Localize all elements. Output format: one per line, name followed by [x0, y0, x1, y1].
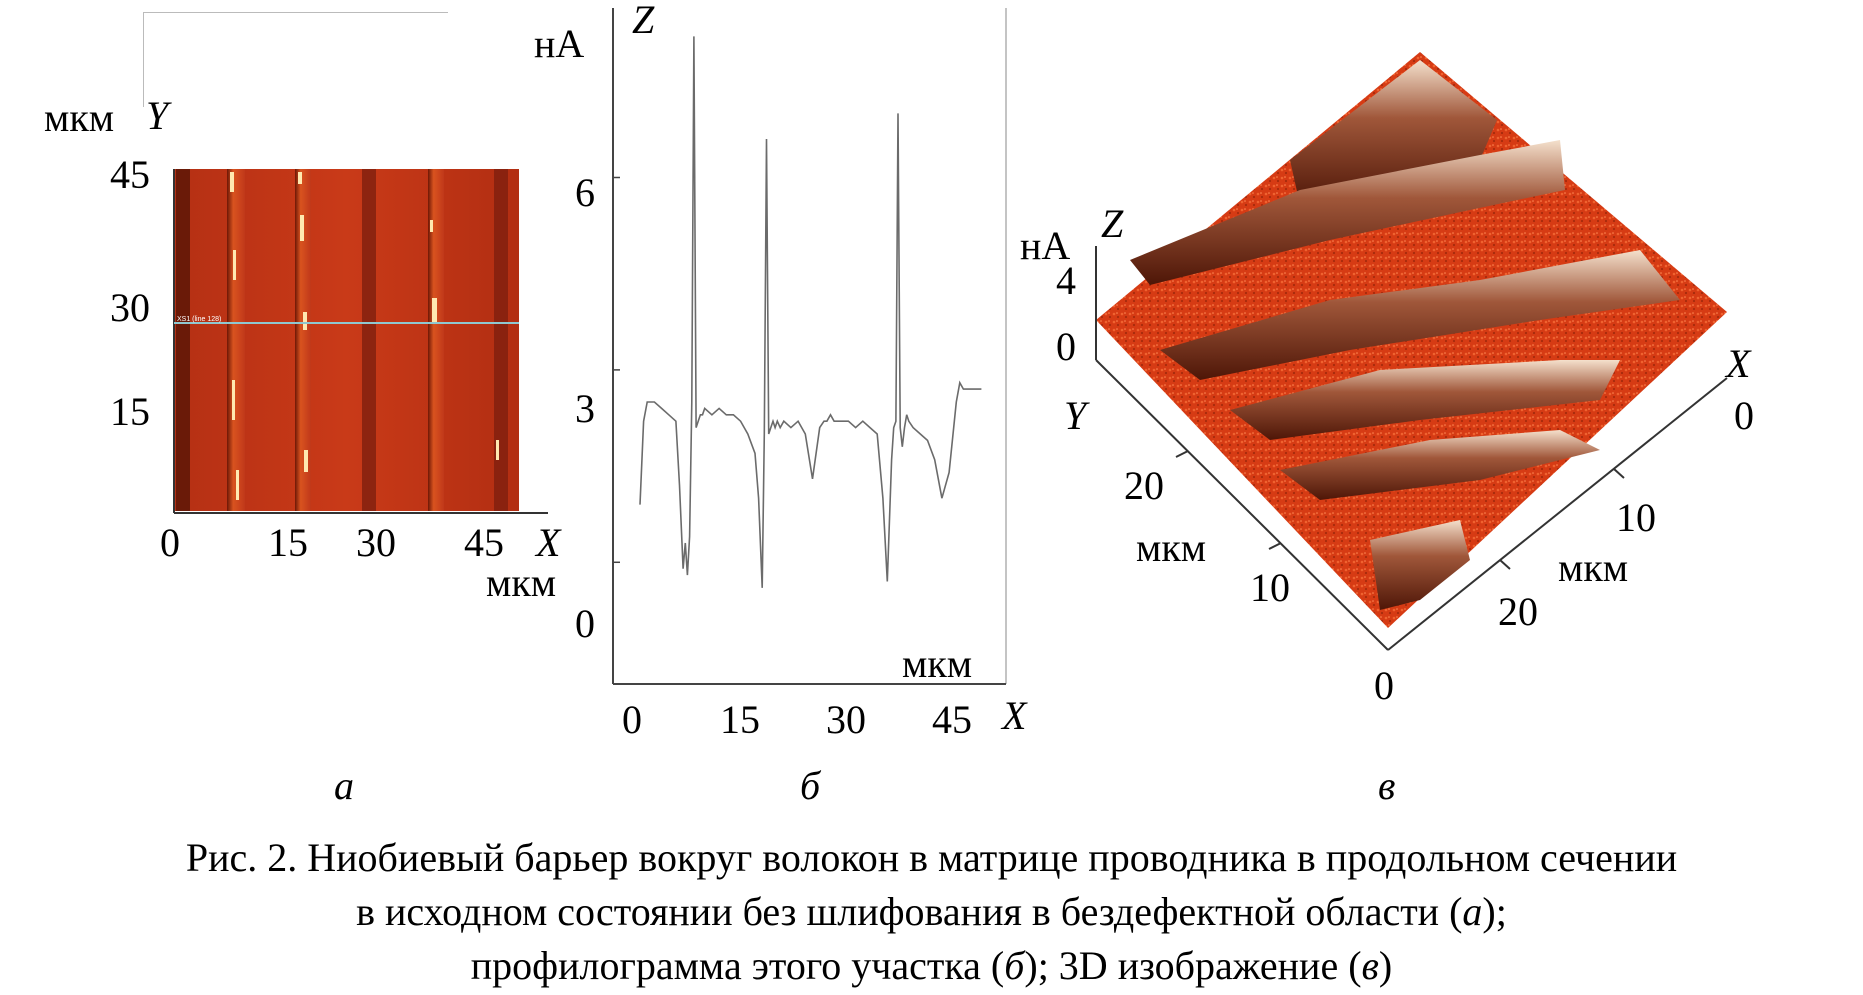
surface-ridges — [1130, 60, 1680, 610]
panel-c-y-tick: 10 — [1250, 565, 1290, 610]
panel-b-y-tick: 0 — [575, 601, 595, 646]
panel-c-z-axis-label: Z — [1101, 201, 1124, 246]
ridge — [1290, 60, 1497, 205]
ridge — [1370, 520, 1470, 610]
panel-a-label: а — [334, 763, 354, 808]
fiber-boundary — [428, 169, 444, 511]
panel-c-z-unit: нА — [1020, 223, 1071, 268]
panel-c-y-tick: 20 — [1124, 463, 1164, 508]
panel-c-z-tick: 4 — [1056, 258, 1076, 303]
ridge — [1230, 360, 1620, 440]
fiber-boundary — [295, 169, 311, 511]
panel-a-y-tick: 45 — [110, 152, 150, 197]
panel-a-y-tick: 15 — [110, 389, 150, 434]
ridge — [1130, 140, 1565, 285]
caption-line-2: в исходном состоянии без шлифования в бе… — [0, 892, 1863, 932]
caption-ref-c: в — [1361, 943, 1379, 988]
panel-a-x-tick: 0 — [160, 520, 180, 565]
fiber-boundary — [176, 169, 190, 511]
fiber-boundary — [362, 169, 376, 511]
panel-c-x-tick: 10 — [1616, 495, 1656, 540]
panel-c-y-tick: 0 — [1374, 663, 1394, 708]
panel-a-y-tick: 30 — [110, 285, 150, 330]
caption-line-3-end: ) — [1378, 943, 1393, 988]
panel-c-x-tick: 20 — [1498, 589, 1538, 634]
panel-a-x-tick: 15 — [268, 520, 308, 565]
axis-y — [1095, 359, 1389, 651]
panel-b-x-unit: мкм — [902, 641, 973, 686]
panel-a-y-axis-label: Y — [146, 93, 169, 138]
panel-b-x-tick: 0 — [622, 697, 642, 742]
caption-ref-a: а — [1462, 889, 1483, 934]
panel-b-y-axis-label: Z — [632, 0, 655, 42]
panel-c-y-unit: мкм — [1136, 525, 1207, 570]
panel-c-x-tick: 0 — [1734, 393, 1754, 438]
panel-b-y-unit: нА — [534, 21, 585, 66]
panel-c-y-axis-label: Y — [1064, 393, 1087, 438]
panel-b-tick-marks — [613, 176, 620, 564]
panel-c-x-axis-label: X — [1726, 341, 1751, 386]
panel-c-z-tick: 0 — [1056, 324, 1076, 369]
caption-line-1: Рис. 2. Ниобиевый барьер вокруг волокон … — [185, 835, 1678, 880]
panel-a-frame-left — [143, 12, 144, 107]
caption-ref-b: б — [1004, 943, 1025, 988]
panel-a-x-tick: 45 — [464, 520, 504, 565]
panel-a-frame-top — [143, 12, 448, 13]
panel-b-x-tick: 30 — [826, 697, 866, 742]
panel-b-y-tick: 3 — [575, 386, 595, 431]
axis-x — [1387, 377, 1728, 651]
panel-b-label: б — [800, 763, 821, 808]
ridge — [1280, 430, 1600, 500]
caption-line-2-text: в исходном состоянии без шлифования в бе… — [356, 889, 1463, 934]
ridge — [1160, 250, 1680, 380]
panel-c-x-unit: мкм — [1558, 545, 1629, 590]
caption-line-3-mid: ); 3D изображение ( — [1024, 943, 1362, 988]
panel-b-x-axis-label: X — [1002, 693, 1027, 738]
panel-a-y-unit: мкм — [44, 95, 115, 140]
panel-a-x-unit: мкм — [486, 560, 557, 605]
fiber-boundary — [227, 169, 245, 511]
panel-b-x-tick: 15 — [720, 697, 760, 742]
panel-a-x-axis-label: X — [536, 520, 561, 565]
caption-line-3: профилограмма этого участка (б); 3D изоб… — [0, 946, 1863, 986]
caption-line-3-text: профилограмма этого участка ( — [470, 943, 1005, 988]
profile-series — [639, 36, 982, 588]
panel-b-x-tick: 45 — [932, 697, 972, 742]
bright-spots — [230, 172, 499, 500]
caption-line-2-end: ); — [1482, 889, 1507, 934]
scan-line-label: XS1 (line 128) — [177, 316, 221, 323]
panel-b-y-tick: 6 — [575, 170, 595, 215]
fiber-boundary — [494, 169, 508, 511]
panel-a-x-tick: 30 — [356, 520, 396, 565]
panel-c-label: в — [1378, 763, 1396, 808]
